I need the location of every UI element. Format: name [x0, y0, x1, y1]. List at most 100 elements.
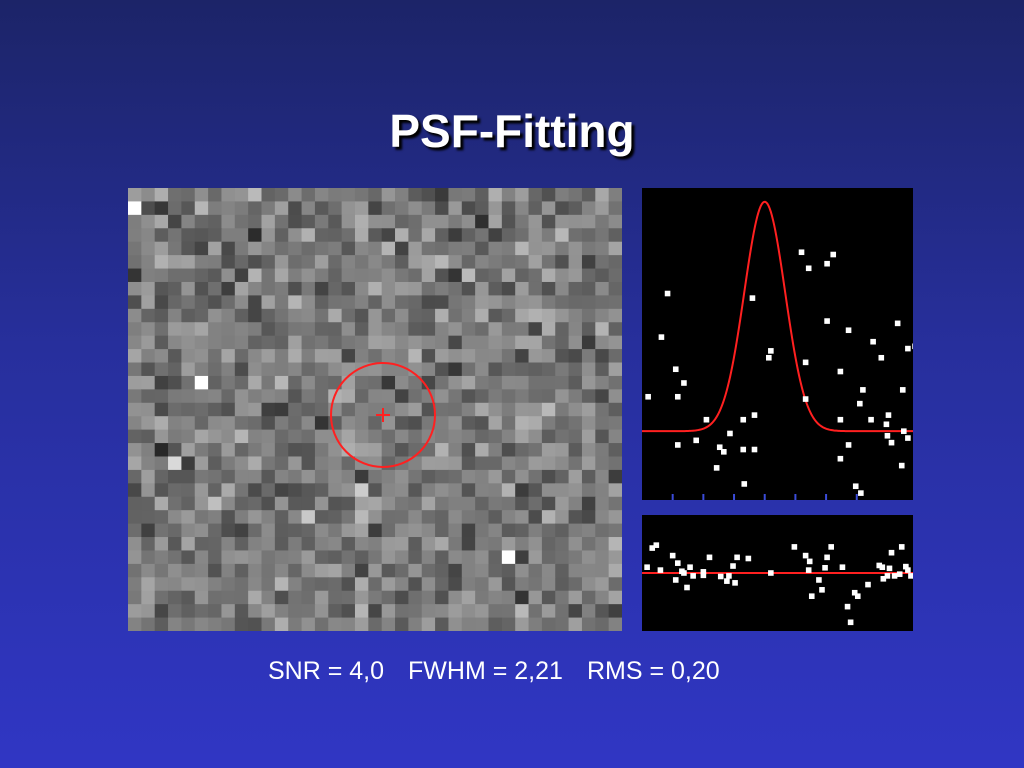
- heatmap-cell: [168, 389, 182, 404]
- heatmap-cell: [208, 577, 223, 592]
- heatmap-cell: [154, 577, 169, 592]
- heatmap-cell: [568, 483, 583, 498]
- heatmap-cell: [448, 268, 463, 283]
- heatmap-cell: [448, 255, 463, 270]
- heatmap-cell: [448, 349, 463, 364]
- heatmap-cell: [475, 295, 490, 310]
- heatmap-cell: [288, 295, 303, 310]
- heatmap-cell: [141, 456, 156, 471]
- data-point: [876, 562, 883, 569]
- heatmap-cell: [154, 483, 169, 498]
- heatmap-cell: [274, 281, 289, 296]
- heatmap-cell: [448, 590, 463, 605]
- heatmap-cell: [341, 201, 356, 216]
- heatmap-cell: [448, 362, 463, 377]
- heatmap-cell: [488, 188, 503, 203]
- heatmap-cell: [341, 214, 356, 229]
- heatmap-cell: [168, 496, 182, 511]
- data-point: [730, 563, 736, 569]
- data-point: [674, 393, 681, 400]
- heatmap-cell: [274, 322, 289, 337]
- heatmap-cell: [555, 510, 570, 525]
- heatmap-cell: [154, 322, 169, 337]
- heatmap-cell: [368, 590, 383, 605]
- heatmap-cell: [581, 617, 596, 632]
- heatmap-cell: [448, 308, 463, 323]
- heatmap-cell: [568, 604, 583, 619]
- heatmap-cell: [248, 577, 263, 592]
- heatmap-cell: [194, 335, 209, 350]
- heatmap-cell: [354, 335, 369, 350]
- heatmap-cell: [274, 335, 289, 350]
- heatmap-cell: [234, 281, 249, 296]
- heatmap-cell: [261, 617, 276, 632]
- heatmap-cell: [301, 322, 316, 337]
- data-point: [891, 573, 898, 579]
- heatmap-cell: [581, 214, 596, 229]
- data-point: [802, 552, 809, 559]
- data-point: [858, 490, 864, 496]
- heatmap-cell: [501, 214, 516, 229]
- heatmap-cell: [435, 429, 450, 444]
- heatmap-cell: [461, 617, 476, 632]
- heatmap-cell: [515, 201, 530, 216]
- data-point: [888, 549, 895, 556]
- heatmap-cell: [141, 308, 156, 323]
- heatmap-cell: [435, 443, 450, 458]
- heatmap-cell: [581, 349, 596, 364]
- heatmap-cell: [301, 402, 316, 417]
- heatmap-cell: [555, 308, 570, 323]
- heatmap-cell: [488, 322, 503, 337]
- heatmap-cell: [421, 590, 436, 605]
- heatmap-cell: [595, 255, 610, 270]
- heatmap-cell: [488, 443, 503, 458]
- heatmap-cell: [181, 429, 196, 444]
- data-point: [847, 619, 854, 626]
- heatmap-cell: [461, 416, 476, 431]
- heatmap-cell: [501, 281, 516, 296]
- heatmap-cell: [354, 496, 369, 511]
- heatmap-cell: [368, 308, 383, 323]
- heatmap-cell: [448, 389, 463, 404]
- heatmap-cell: [314, 228, 329, 243]
- heatmap-cell: [528, 456, 543, 471]
- heatmap-cell: [341, 429, 356, 444]
- data-point: [649, 545, 656, 551]
- heatmap-cell: [608, 228, 623, 243]
- heatmap-cell: [301, 429, 316, 444]
- heatmap-cell: [381, 456, 396, 471]
- heatmap-cell: [581, 255, 596, 270]
- heatmap-cell: [435, 375, 450, 390]
- heatmap-cell: [301, 550, 316, 565]
- heatmap-cell: [368, 402, 383, 417]
- heatmap-cell: [501, 201, 516, 216]
- heatmap-cell: [154, 469, 169, 484]
- heatmap-cell: [501, 550, 516, 565]
- rms-value: RMS = 0,20: [586, 657, 720, 685]
- heatmap-cell: [341, 563, 356, 578]
- heatmap-cell: [421, 188, 436, 203]
- heatmap-cell: [395, 241, 409, 256]
- heatmap-cell: [368, 214, 383, 229]
- heatmap-cell: [194, 496, 209, 511]
- data-point: [713, 465, 720, 471]
- heatmap-cell: [141, 429, 156, 444]
- heatmap-cell: [408, 496, 423, 511]
- heatmap-cell: [194, 402, 209, 417]
- heatmap-cell: [168, 563, 182, 578]
- heatmap-cell: [208, 335, 223, 350]
- data-point: [681, 570, 687, 576]
- heatmap-cell: [421, 510, 436, 525]
- heatmap-cell: [421, 335, 436, 350]
- heatmap-cell: [288, 214, 303, 229]
- data-point: [766, 354, 772, 361]
- heatmap-cell: [168, 375, 182, 390]
- heatmap-cell: [154, 563, 169, 578]
- heatmap-cell: [194, 416, 209, 431]
- heatmap-cell: [141, 362, 156, 377]
- heatmap-cell: [515, 443, 530, 458]
- heatmap-cell: [354, 469, 369, 484]
- heatmap-cell: [221, 228, 236, 243]
- heatmap-cell: [541, 604, 556, 619]
- heatmap-cell: [341, 241, 356, 256]
